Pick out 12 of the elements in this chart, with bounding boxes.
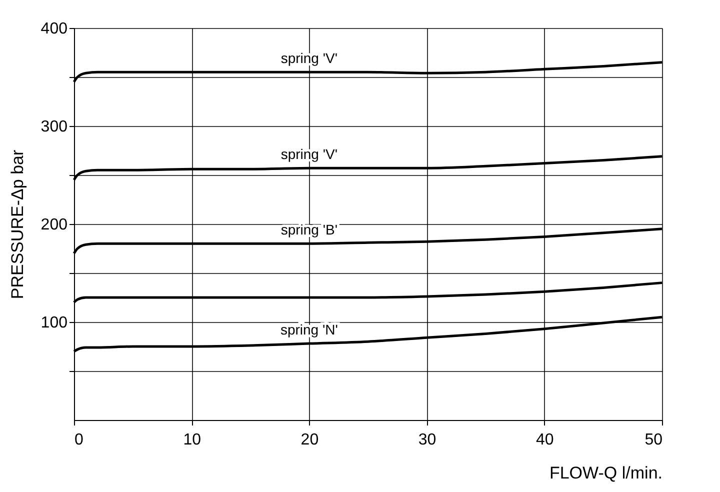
x-tick-label: 50	[644, 432, 663, 448]
x-tick-label: 10	[183, 432, 202, 448]
x-axis-title: FLOW-Q l/min.	[549, 464, 662, 482]
x-tick-label: 30	[418, 432, 436, 448]
y-tick-label: 200	[40, 216, 68, 234]
y-tick-label: 100	[40, 314, 68, 332]
x-tick-label: 40	[536, 432, 554, 448]
y-axis-title: PRESSURE-Δp bar	[8, 150, 27, 300]
y-tick-label: 300	[40, 118, 68, 136]
x-tick-label: 20	[300, 432, 319, 448]
y-tick-label: 400	[40, 20, 68, 38]
x-tick-label: 0	[74, 432, 84, 448]
